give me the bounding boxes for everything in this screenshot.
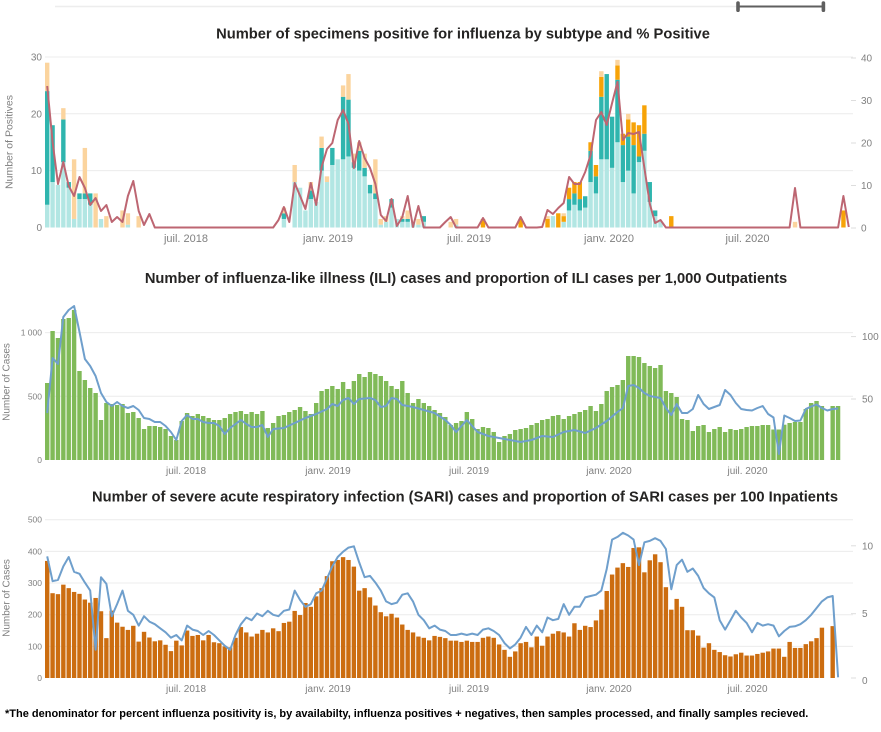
svg-text:1 000: 1 000 — [21, 328, 43, 338]
svg-text:100: 100 — [862, 332, 879, 343]
svg-text:20: 20 — [31, 109, 43, 120]
svg-text:juil. 2019: juil. 2019 — [446, 233, 491, 245]
svg-text:0: 0 — [37, 673, 42, 683]
svg-text:0: 0 — [861, 224, 867, 235]
svg-text:Number of severe acute respira: Number of severe acute respiratory infec… — [92, 490, 838, 506]
svg-text:10: 10 — [31, 166, 43, 177]
svg-text:juil. 2020: juil. 2020 — [726, 684, 767, 695]
svg-text:5: 5 — [862, 609, 868, 620]
svg-text:janv. 2019: janv. 2019 — [302, 233, 353, 245]
svg-text:0: 0 — [36, 223, 42, 234]
svg-text:janv. 2019: janv. 2019 — [304, 466, 351, 477]
svg-text:10: 10 — [861, 181, 873, 192]
svg-text:janv. 2020: janv. 2020 — [585, 466, 632, 477]
svg-text:0: 0 — [862, 676, 868, 687]
svg-text:200: 200 — [28, 610, 42, 620]
svg-text:janv. 2020: janv. 2020 — [583, 233, 634, 245]
svg-text:Number of specimens positive f: Number of specimens positive for influen… — [216, 27, 710, 43]
svg-text:500: 500 — [28, 391, 42, 401]
svg-text:juil. 2020: juil. 2020 — [726, 466, 767, 477]
svg-text:juil. 2018: juil. 2018 — [165, 684, 206, 695]
svg-text:0: 0 — [37, 455, 42, 465]
svg-text:300: 300 — [28, 578, 42, 588]
svg-text:Number of Cases: Number of Cases — [2, 343, 13, 421]
svg-text:100: 100 — [28, 641, 42, 651]
svg-text:juil. 2019: juil. 2019 — [448, 466, 489, 477]
svg-text:30: 30 — [861, 96, 873, 107]
svg-text:*The denominator for percent i: *The denominator for percent influenza p… — [5, 708, 808, 720]
svg-text:juil. 2018: juil. 2018 — [163, 233, 208, 245]
svg-text:50: 50 — [862, 395, 874, 406]
svg-text:20: 20 — [861, 139, 873, 150]
svg-text:juil. 2019: juil. 2019 — [448, 684, 489, 695]
svg-text:juil. 2020: juil. 2020 — [724, 233, 769, 245]
svg-text:400: 400 — [28, 546, 42, 556]
svg-text:janv. 2019: janv. 2019 — [304, 684, 351, 695]
svg-text:janv. 2020: janv. 2020 — [585, 684, 632, 695]
svg-text:juil. 2018: juil. 2018 — [165, 466, 206, 477]
svg-text:500: 500 — [28, 515, 42, 525]
svg-text:Number of Positives: Number of Positives — [4, 95, 16, 189]
svg-text:30: 30 — [31, 53, 43, 64]
svg-text:10: 10 — [862, 541, 874, 552]
svg-text:Number of influenza-like illne: Number of influenza-like illness (ILI) c… — [145, 271, 787, 287]
svg-text:Number of Cases: Number of Cases — [2, 559, 13, 637]
svg-text:40: 40 — [861, 54, 873, 65]
